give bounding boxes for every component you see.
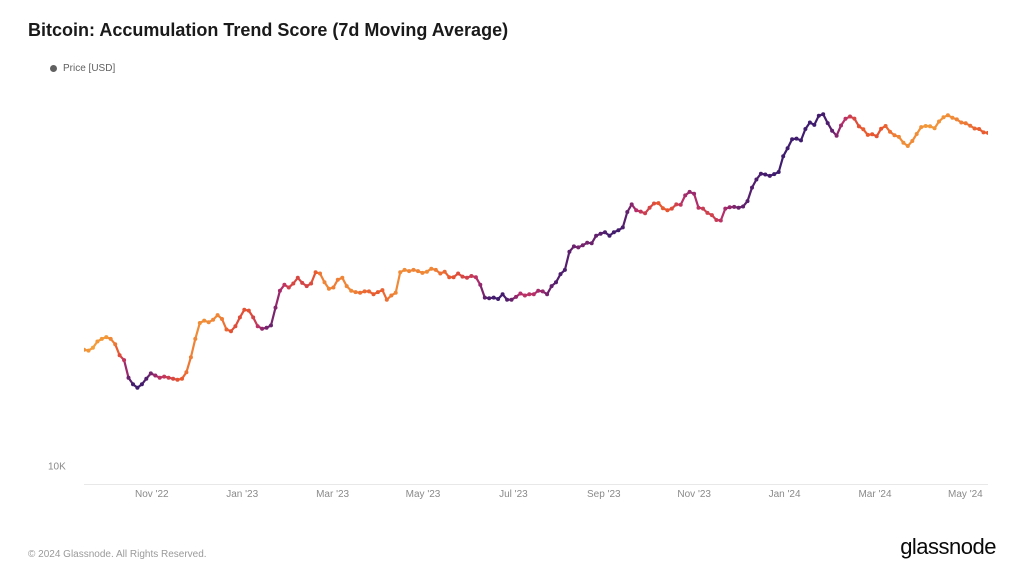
x-axis-tick: May '24 (948, 489, 983, 500)
x-axis-tick: Mar '23 (316, 489, 349, 500)
chart-container: Bitcoin: Accumulation Trend Score (7d Mo… (0, 0, 1024, 576)
x-axis: Nov '22 Jan '23 Mar '23 May '23 Jul '23 Sep '… (84, 484, 988, 502)
legend: Price [USD] (50, 63, 996, 74)
x-axis-tick: Jan '24 (769, 489, 801, 500)
legend-dot-icon (50, 65, 57, 72)
brand-logo: glassnode (900, 534, 996, 560)
y-axis-tick: 10K (48, 461, 66, 472)
legend-label: Price [USD] (63, 63, 115, 74)
x-axis-tick: Jul '23 (499, 489, 528, 500)
x-axis-tick: May '23 (406, 489, 441, 500)
x-axis-tick: Jan '23 (226, 489, 258, 500)
x-axis-tick: Sep '23 (587, 489, 621, 500)
footer: © 2024 Glassnode. All Rights Reserved. g… (28, 534, 996, 560)
chart-title: Bitcoin: Accumulation Trend Score (7d Mo… (28, 20, 996, 41)
x-axis-tick: Nov '23 (677, 489, 711, 500)
x-axis-tick: Mar '24 (858, 489, 891, 500)
plot-area: 10K Nov '22 Jan '23 Mar '23 May '23 Jul '23 S… (28, 82, 996, 502)
copyright-text: © 2024 Glassnode. All Rights Reserved. (28, 549, 207, 560)
x-axis-tick: Nov '22 (135, 489, 169, 500)
price-line-chart (84, 82, 988, 484)
